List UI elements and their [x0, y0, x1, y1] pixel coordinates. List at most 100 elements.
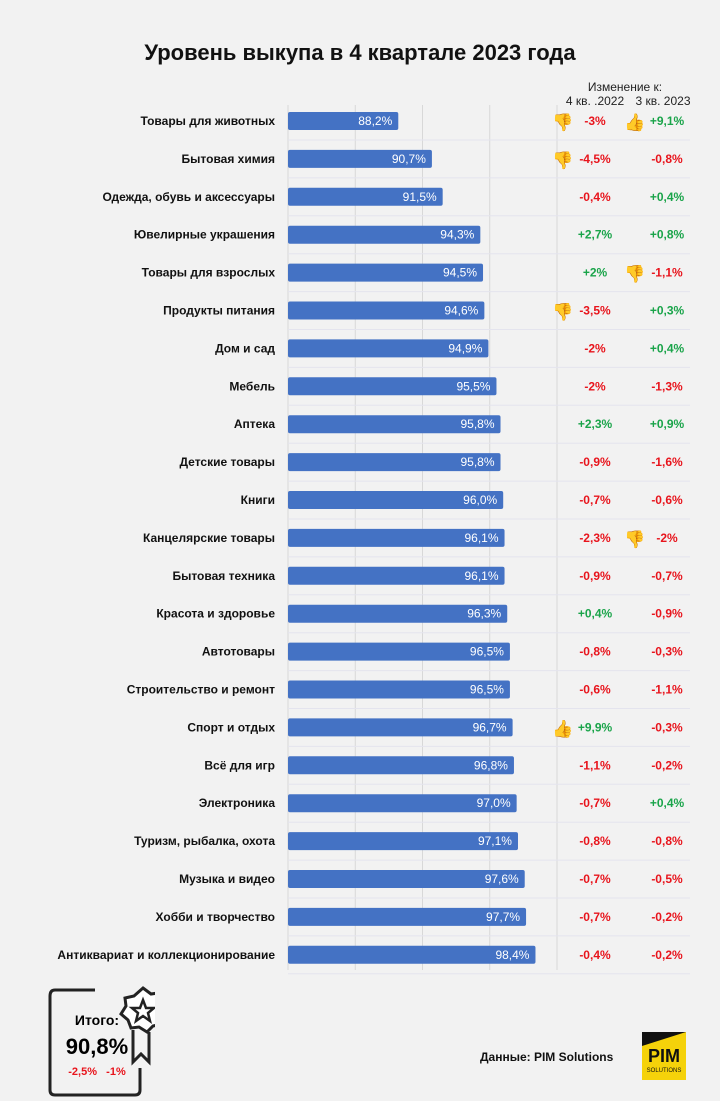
category-label: Книги	[241, 493, 275, 507]
change-col-q3-2023: 3 кв. 2023	[635, 94, 691, 108]
bar	[288, 301, 485, 320]
category-label: Автотовары	[202, 645, 275, 659]
change-q4-2022: -2%	[584, 379, 606, 393]
category-label: Товары для взрослых	[142, 266, 276, 280]
change-q3-2023: -2%	[656, 531, 678, 545]
change-q4-2022: -0,7%	[579, 796, 611, 810]
change-q4-2022: -0,4%	[579, 190, 611, 204]
change-q3-2023: +0,3%	[650, 304, 685, 318]
change-q4-2022: -0,8%	[579, 834, 611, 848]
category-label: Детские товары	[179, 455, 275, 469]
bar	[288, 566, 505, 585]
category-label: Всё для игр	[204, 758, 275, 772]
bar-value-label: 95,8%	[460, 455, 494, 469]
bar-value-label: 94,5%	[443, 266, 477, 280]
bar	[288, 491, 504, 509]
bar	[288, 415, 501, 434]
category-label: Хобби и творчество	[156, 910, 275, 924]
change-q3-2023: +0,4%	[650, 341, 685, 355]
change-q3-2023: -0,2%	[651, 758, 683, 772]
change-q4-2022: +0,4%	[578, 607, 613, 621]
change-q4-2022: -0,7%	[579, 872, 611, 886]
change-col-q4-2022: 4 кв. .2022	[565, 94, 625, 108]
total-value: 90,8%	[65, 1034, 129, 1059]
change-q4-2022: -0,7%	[579, 910, 611, 924]
change-q4-2022: -3%	[584, 114, 606, 128]
bar-value-label: 96,7%	[473, 720, 507, 734]
bar	[288, 718, 513, 737]
change-q4-2022: -0,7%	[579, 493, 611, 507]
change-q4-2022: +9,9%	[578, 720, 613, 734]
category-label: Строительство и ремонт	[127, 683, 275, 697]
change-q3-2023: -1,1%	[651, 683, 683, 697]
bar-value-label: 97,6%	[485, 872, 519, 886]
change-q3-2023: -0,2%	[651, 910, 683, 924]
bar-value-label: 97,0%	[477, 796, 511, 810]
change-q3-2023: +0,9%	[650, 417, 685, 431]
change-q3-2023: -1,3%	[651, 379, 683, 393]
bar-value-label: 98,4%	[495, 948, 529, 962]
change-q3-2023: +0,4%	[650, 190, 685, 204]
data-source: Данные: PIM Solutions	[480, 1050, 614, 1064]
change-header: Изменение к:	[587, 80, 663, 94]
change-q3-2023: -0,2%	[651, 948, 683, 962]
bar	[288, 339, 489, 358]
bar-value-label: 96,1%	[465, 569, 499, 583]
bar	[288, 377, 497, 396]
bar-value-label: 95,8%	[460, 417, 494, 431]
bar-value-label: 97,7%	[486, 910, 520, 924]
change-q4-2022: -0,8%	[579, 645, 611, 659]
bar	[288, 112, 399, 130]
chart-title: Уровень выкупа в 4 квартале 2023 года	[144, 40, 576, 65]
total-box: Итого: 90,8% -2,5% -1%	[52, 980, 142, 1078]
bar	[288, 225, 481, 244]
change-q4-2022: +2%	[583, 266, 608, 280]
change-q4-2022: +2,7%	[578, 228, 613, 242]
change-q3-2023: +0,8%	[650, 228, 685, 242]
bar-value-label: 96,5%	[470, 683, 504, 697]
category-label: Канцелярские товары	[143, 531, 275, 545]
bar-value-label: 94,9%	[448, 341, 482, 355]
bar	[288, 263, 484, 282]
category-label: Ювелирные украшения	[134, 228, 275, 242]
bar-value-label: 96,8%	[474, 758, 508, 772]
total-label: Итого:	[74, 1012, 120, 1028]
change-q3-2023: +9,1%	[650, 114, 685, 128]
category-label: Антиквариат и коллекционирование	[57, 948, 275, 962]
bar-value-label: 94,6%	[444, 304, 478, 318]
bar	[288, 187, 443, 206]
change-q4-2022: -0,9%	[579, 455, 611, 469]
change-q4-2022: -0,9%	[579, 569, 611, 583]
thumbs-down-icon: 👎	[552, 113, 573, 132]
change-q3-2023: +0,4%	[650, 796, 685, 810]
total-change-q4-2022: -2,5%	[68, 1066, 97, 1078]
thumbs-down-icon: 👎	[552, 303, 573, 322]
change-q4-2022: -2%	[584, 341, 606, 355]
thumbs-up-icon: 👍	[624, 112, 645, 132]
change-q4-2022: -1,1%	[579, 758, 611, 772]
category-label: Бытовая химия	[182, 152, 275, 166]
category-label: Туризм, рыбалка, охота	[134, 834, 275, 848]
bar-value-label: 96,3%	[467, 607, 501, 621]
bar	[288, 945, 536, 964]
change-q3-2023: -1,1%	[651, 266, 683, 280]
bar	[288, 832, 518, 851]
bar-value-label: 88,2%	[358, 114, 392, 128]
change-q4-2022: -0,6%	[579, 683, 611, 697]
category-label: Электроника	[199, 796, 276, 810]
bar	[288, 149, 432, 168]
total-change-q3-2023: -1%	[106, 1066, 126, 1078]
thumbs-down-icon: 👎	[624, 530, 645, 549]
change-q3-2023: -0,3%	[651, 645, 683, 659]
bar	[288, 907, 527, 926]
category-label: Одежда, обувь и аксессуары	[102, 190, 275, 204]
award-icon	[48, 986, 155, 1097]
bar-value-label: 91,5%	[403, 190, 437, 204]
category-label: Продукты питания	[163, 304, 275, 318]
change-q3-2023: -1,6%	[651, 455, 683, 469]
pim-logo: PIM SOLUTIONS	[642, 1032, 686, 1080]
change-q3-2023: -0,7%	[651, 569, 683, 583]
bar	[288, 756, 514, 775]
category-label: Товары для животных	[141, 114, 276, 128]
